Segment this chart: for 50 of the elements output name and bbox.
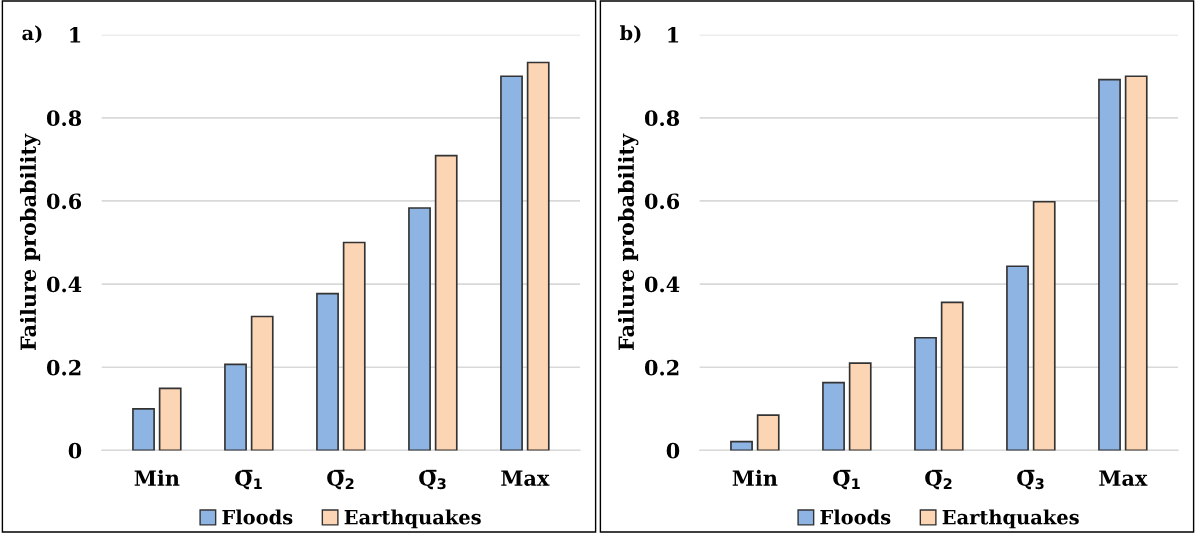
y-tick-label: 0.2 [644, 359, 679, 376]
bar [940, 301, 964, 451]
bar [1006, 265, 1029, 451]
legend-label: Earthquakes [942, 509, 1079, 529]
x-tick-label: Q̅$_{3}$ [419, 469, 446, 490]
y-axis-title: Failure probability [617, 133, 639, 351]
bar [1098, 78, 1121, 451]
chart-title: b) [619, 25, 641, 44]
bar [1032, 200, 1056, 451]
bar [914, 336, 937, 451]
y-tick-label: 1 [70, 27, 81, 43]
y-tick-label: 0.2 [46, 359, 81, 376]
bar [500, 75, 523, 451]
x-tick-label: Q̅$_{1}$ [833, 469, 860, 490]
y-tick-label: 0 [666, 442, 680, 459]
bar [756, 414, 780, 451]
y-tick-label: 0.8 [46, 110, 82, 126]
x-tick-label: Q̅$_{2}$ [925, 469, 952, 490]
y-tick-label: 0.6 [644, 193, 680, 210]
x-tick-label: Min [732, 469, 778, 486]
x-tick-label: Q̅$_{1}$ [235, 469, 262, 490]
bar [342, 241, 366, 451]
bar [250, 315, 274, 451]
x-tick-label: Max [501, 470, 550, 486]
bar [434, 154, 458, 451]
bar [224, 363, 247, 451]
y-tick-label: 0.4 [46, 276, 82, 293]
bar [158, 387, 182, 451]
bar [316, 292, 339, 451]
x-tick-label: Min [134, 469, 180, 486]
legend-label: Earthquakes [344, 509, 481, 529]
x-tick-label: Max [1099, 470, 1148, 486]
y-tick-label: 1 [668, 27, 679, 43]
x-tick-label: Q̅$_{3}$ [1017, 469, 1044, 490]
y-tick-label: 0.8 [644, 110, 680, 126]
legend-label: Floods [222, 509, 293, 525]
y-axis-title: Failure probability [19, 133, 41, 351]
bar [1124, 75, 1148, 451]
y-tick-label: 0.6 [46, 193, 82, 210]
y-tick-label: 0 [68, 442, 82, 459]
bar [822, 381, 845, 451]
legend-label: Floods [820, 509, 891, 525]
bar [730, 440, 753, 451]
bar [132, 407, 155, 451]
bar [408, 207, 431, 451]
bar [526, 61, 550, 451]
x-tick-label: Q̅$_{2}$ [327, 469, 354, 490]
y-tick-label: 0.4 [644, 276, 680, 293]
bar [848, 362, 872, 451]
chart-title: a) [22, 25, 42, 44]
